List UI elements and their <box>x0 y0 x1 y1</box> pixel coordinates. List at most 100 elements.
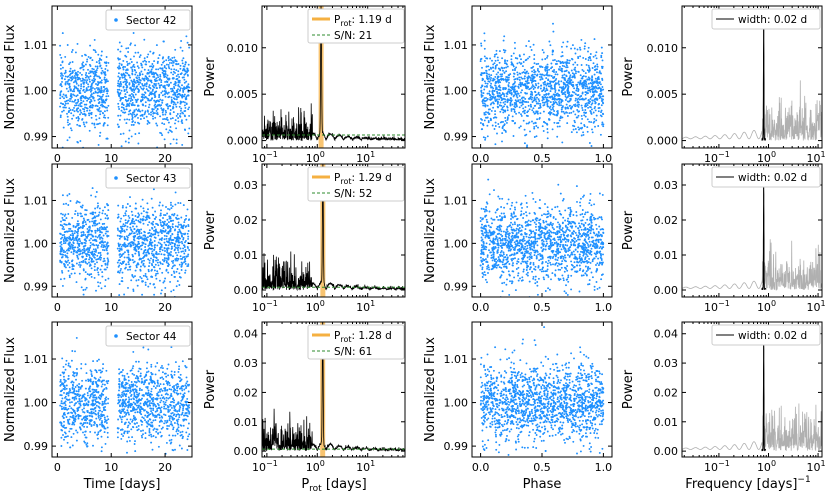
flux-point <box>137 108 140 111</box>
flux-point <box>99 110 102 113</box>
flux-point <box>131 230 134 233</box>
phase-point <box>481 84 484 87</box>
flux-point <box>131 113 133 116</box>
flux-point <box>129 223 132 226</box>
phase-point <box>531 101 534 103</box>
phase-point <box>489 96 492 99</box>
flux-point <box>77 257 80 260</box>
flux-point <box>172 111 175 114</box>
flux-point <box>97 75 100 78</box>
phase-point <box>580 104 583 107</box>
flux-point <box>104 101 107 104</box>
flux-point <box>137 66 140 69</box>
flux-point <box>85 107 88 109</box>
flux-point <box>60 85 63 88</box>
phase-point <box>551 95 554 98</box>
phase-point <box>544 90 547 93</box>
flux-point <box>95 191 98 193</box>
flux-point <box>173 83 176 86</box>
flux-point <box>122 132 125 135</box>
phase-point <box>499 81 502 84</box>
flux-point <box>97 204 100 207</box>
phase-point <box>580 114 583 117</box>
flux-point <box>131 89 134 92</box>
flux-point <box>72 265 75 267</box>
flux-point <box>174 191 177 194</box>
phase-point <box>564 85 567 88</box>
flux-point <box>117 244 120 247</box>
flux-point <box>158 54 161 57</box>
flux-point <box>106 266 109 269</box>
flux-point <box>69 100 71 103</box>
flux-point <box>71 268 74 271</box>
flux-point <box>148 229 151 232</box>
flux-point <box>134 73 137 76</box>
phase-point <box>578 229 581 232</box>
flux-point <box>188 114 191 117</box>
phase-point <box>552 108 555 111</box>
phase-point <box>505 87 507 90</box>
phase-point <box>574 68 576 71</box>
flux-point <box>163 65 166 67</box>
flux-point <box>181 84 183 87</box>
flux-point <box>128 258 130 261</box>
flux-point <box>139 110 142 113</box>
periodogram-frame <box>261 163 406 298</box>
flux-point <box>150 252 153 255</box>
flux-point <box>63 214 66 217</box>
flux-point <box>143 77 146 80</box>
phase-point <box>585 270 588 273</box>
flux-point <box>103 259 106 262</box>
flux-point <box>100 225 103 228</box>
flux-point <box>183 73 186 76</box>
phase-point <box>500 75 503 78</box>
flux-point <box>137 83 140 86</box>
flux-point <box>127 286 129 289</box>
flux-point <box>183 255 186 258</box>
flux-point <box>139 118 142 120</box>
flux-point <box>90 275 93 278</box>
phase-point <box>577 94 580 96</box>
flux-point <box>181 111 184 114</box>
flux-point <box>117 126 120 129</box>
phase-point <box>573 119 576 122</box>
flux-point <box>85 72 88 74</box>
flux-point <box>166 223 169 225</box>
flux-point <box>154 210 157 213</box>
flux-point <box>92 248 95 251</box>
phase-point <box>550 87 553 90</box>
flux-point <box>182 65 185 68</box>
phase-point <box>599 114 602 117</box>
flux-point <box>164 72 167 75</box>
flux-point <box>171 64 174 67</box>
flux-point <box>137 116 139 119</box>
flux-point <box>75 81 78 84</box>
phase-point <box>560 80 563 83</box>
phase-point <box>494 80 497 83</box>
phase-point <box>538 75 541 78</box>
flux-point <box>127 249 130 252</box>
flux-point <box>146 214 149 217</box>
flux-point <box>63 78 66 81</box>
phase-point <box>545 93 548 96</box>
flux-point <box>147 251 150 254</box>
flux-point <box>103 61 106 64</box>
phase-point <box>493 128 496 130</box>
flux-point <box>65 100 68 102</box>
phase-point <box>496 94 499 97</box>
phase-point <box>550 75 553 77</box>
tick-base: 10 <box>757 152 771 165</box>
flux-point <box>122 72 125 75</box>
flux-point <box>72 234 75 236</box>
flux-point <box>71 244 74 247</box>
phase-point <box>502 120 505 123</box>
phase-point <box>517 258 520 261</box>
phase-point <box>480 91 483 94</box>
phase-point <box>520 97 523 100</box>
flux-point <box>128 242 131 245</box>
flux-point <box>120 63 123 66</box>
flux-point <box>61 271 64 274</box>
phase-point <box>576 83 579 86</box>
flux-point <box>162 281 165 284</box>
flux-point <box>88 248 91 251</box>
